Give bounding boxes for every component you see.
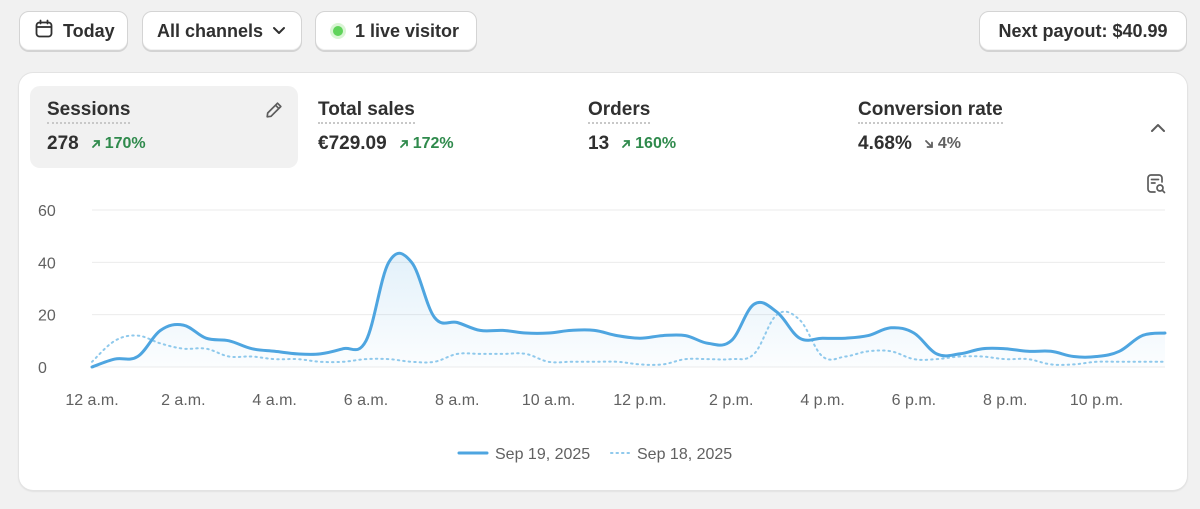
legend-label-sep-18: Sep 18, 2025 bbox=[637, 446, 732, 463]
calendar-icon bbox=[34, 19, 54, 44]
metric-label: Sessions bbox=[47, 99, 131, 124]
x-tick-label: 2 a.m. bbox=[161, 392, 205, 409]
metric-delta-value: 160% bbox=[635, 135, 677, 152]
chevron-down-icon bbox=[272, 21, 286, 42]
metric-sessions[interactable]: Sessions 278 170% bbox=[30, 86, 298, 168]
series-line-sep-18 bbox=[91, 310, 1166, 366]
metric-label: Orders bbox=[588, 99, 651, 124]
metric-label: Total sales bbox=[318, 99, 415, 124]
arrow-down-right-icon bbox=[924, 140, 933, 148]
analytics-card: Sessions 278 170% Total sales €729.09 17… bbox=[19, 73, 1187, 490]
x-tick-label: 10 a.m. bbox=[522, 392, 575, 409]
metric-conversion-rate[interactable]: Conversion rate 4.68% 4% bbox=[841, 86, 1109, 168]
y-tick-label: 60 bbox=[38, 203, 56, 220]
metric-delta-value: 4% bbox=[937, 135, 961, 152]
metric-delta: 172% bbox=[399, 135, 454, 153]
x-tick-label: 6 a.m. bbox=[344, 392, 388, 409]
series-line-sep-19 bbox=[90, 251, 1167, 369]
chart-legend: Sep 19, 2025 Sep 18, 2025 bbox=[457, 446, 732, 463]
live-status-dot-icon bbox=[330, 23, 346, 39]
explore-report-icon[interactable] bbox=[1145, 173, 1167, 195]
x-tick-label: 10 p.m. bbox=[1070, 392, 1123, 409]
x-tick-label: 4 p.m. bbox=[800, 392, 844, 409]
channels-dropdown[interactable]: All channels bbox=[142, 11, 302, 51]
metric-orders[interactable]: Orders 13 160% bbox=[571, 86, 839, 168]
next-payout-label: Next payout: $40.99 bbox=[998, 20, 1168, 41]
date-range-label: Today bbox=[63, 20, 115, 41]
x-tick-label: 2 p.m. bbox=[709, 392, 753, 409]
metric-label: Conversion rate bbox=[858, 99, 1003, 124]
x-tick-label: 4 a.m. bbox=[252, 392, 296, 409]
metric-value: 278 bbox=[47, 133, 79, 154]
metric-delta: 160% bbox=[621, 135, 676, 153]
metric-delta-value: 172% bbox=[412, 135, 454, 152]
x-tick-label: 12 p.m. bbox=[613, 392, 666, 409]
legend-label-sep-19: Sep 19, 2025 bbox=[495, 446, 590, 463]
date-range-button[interactable]: Today bbox=[19, 11, 128, 51]
metric-total-sales[interactable]: Total sales €729.09 172% bbox=[301, 86, 569, 168]
metric-delta: 170% bbox=[91, 135, 146, 153]
pencil-edit-icon[interactable] bbox=[264, 100, 284, 120]
x-tick-label: 6 p.m. bbox=[892, 392, 936, 409]
next-payout-button[interactable]: Next payout: $40.99 bbox=[979, 11, 1187, 51]
y-tick-label: 20 bbox=[38, 308, 56, 325]
metric-delta: 4% bbox=[924, 135, 961, 153]
x-tick-label: 8 p.m. bbox=[983, 392, 1027, 409]
arrow-up-right-icon bbox=[91, 140, 100, 148]
metric-value: 4.68% bbox=[858, 133, 912, 154]
arrow-up-right-icon bbox=[399, 140, 408, 148]
live-visitors-button[interactable]: 1 live visitor bbox=[315, 11, 477, 51]
toolbar: Today All channels 1 live visitor Next p… bbox=[19, 11, 1187, 51]
chevron-up-icon[interactable] bbox=[1149, 119, 1167, 137]
metric-value: 13 bbox=[588, 133, 610, 154]
channels-label: All channels bbox=[157, 20, 264, 41]
metric-delta-value: 170% bbox=[104, 135, 146, 152]
y-tick-label: 40 bbox=[38, 255, 56, 272]
series-area-sep-19 bbox=[92, 253, 1165, 367]
x-tick-label: 8 a.m. bbox=[435, 392, 479, 409]
y-tick-label: 0 bbox=[38, 360, 47, 377]
x-tick-label: 12 a.m. bbox=[65, 392, 118, 409]
arrow-up-right-icon bbox=[622, 140, 631, 148]
live-visitors-label: 1 live visitor bbox=[355, 20, 460, 41]
metric-value: €729.09 bbox=[318, 133, 387, 154]
